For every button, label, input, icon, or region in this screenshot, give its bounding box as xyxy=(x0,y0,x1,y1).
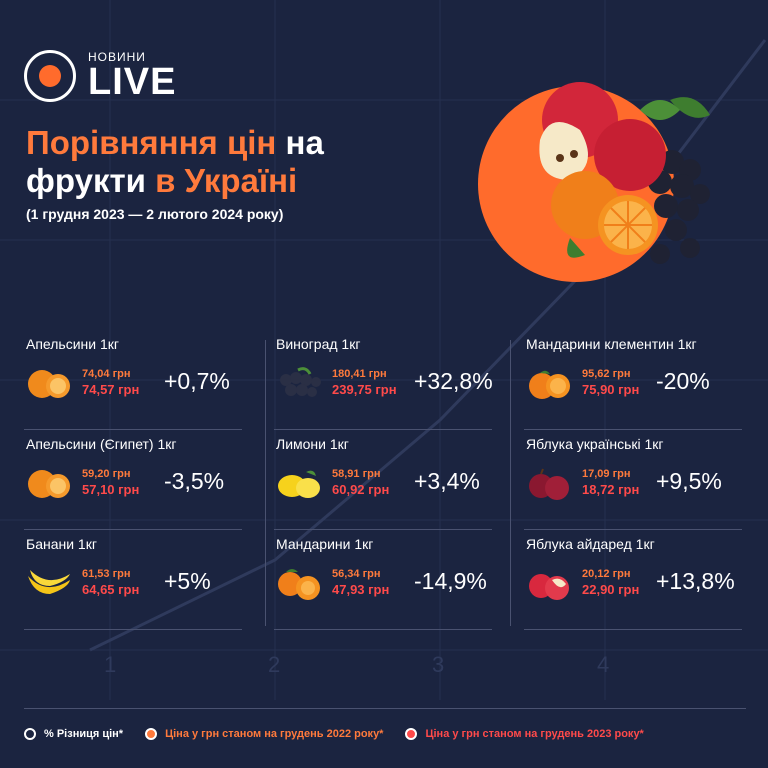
orange-icon xyxy=(28,470,70,498)
red-dot-icon xyxy=(405,728,418,740)
price-2023: 57,10 грн xyxy=(82,482,140,497)
item-name: Лимони 1кг xyxy=(276,436,349,452)
legend-2022: Ціна у грн станом на грудень 2022 року* xyxy=(145,728,383,740)
item-name: Виноград 1кг xyxy=(276,336,361,352)
legend-2023: Ціна у грн станом на грудень 2023 року* xyxy=(405,728,644,740)
price-card-grapes: Виноград 1кг 180,41 грн 239,75 грн +32,8… xyxy=(274,330,493,430)
price-2022: 95,62 грн xyxy=(582,368,631,380)
legend-diff-label: % Різниця цін* xyxy=(44,728,124,740)
price-2023: 64,65 грн xyxy=(82,582,140,597)
logo-ring-icon xyxy=(24,50,76,102)
fruit-basket-icon xyxy=(539,82,710,264)
price-card-apples-ukrainian: Яблука українські 1кг 17,09 грн 18,72 гр… xyxy=(524,430,742,530)
price-2022: 58,91 грн xyxy=(332,468,381,480)
price-2022: 59,20 грн xyxy=(82,468,131,480)
axis-number-3: 3 xyxy=(432,652,444,677)
logo-small-text: НОВИНИ xyxy=(88,50,146,64)
price-change-pct: -3,5% xyxy=(164,468,225,494)
orange-dot-icon xyxy=(145,728,158,740)
page-title: Порівняння цін на фрукти в Україні xyxy=(26,124,446,200)
apple-icon xyxy=(529,468,569,500)
axis-number-2: 2 xyxy=(268,652,280,677)
price-card-tangerines: Мандарини 1кг 56,34 грн 47,93 грн -14,9% xyxy=(274,530,492,630)
price-2022: 74,04 грн xyxy=(82,368,131,380)
axis-number-4: 4 xyxy=(597,652,609,677)
logo-big-text: LIVE xyxy=(88,61,177,103)
grapes-icon xyxy=(280,367,321,397)
price-change-pct: +3,4% xyxy=(414,468,480,494)
price-2023: 74,57 грн xyxy=(82,382,140,397)
axis-number-1: 1 xyxy=(104,652,116,677)
item-name: Яблука айдаред 1кг xyxy=(526,536,655,552)
price-2023: 239,75 грн xyxy=(332,382,397,397)
price-2023: 47,93 грн xyxy=(332,582,390,597)
price-card-apples-idared: Яблука айдаред 1кг 20,12 грн 22,90 грн +… xyxy=(524,530,742,630)
price-card-oranges: Апельсини 1кг 74,04 грн 74,57 грн +0,7% xyxy=(24,330,242,430)
brand-logo: НОВИНИ LIVE xyxy=(24,50,176,102)
footer-divider xyxy=(24,708,746,709)
price-2022: 17,09 грн xyxy=(582,468,631,480)
legend-2023-label: Ціна у грн станом на грудень 2023 року* xyxy=(425,728,644,740)
price-2023: 18,72 грн xyxy=(582,482,640,497)
price-2022: 56,34 грн xyxy=(332,568,381,580)
price-change-pct: +32,8% xyxy=(414,368,493,394)
legend-diff: % Різниця цін* xyxy=(24,728,123,740)
title-part-2: на xyxy=(276,124,324,161)
price-change-pct: +13,8% xyxy=(656,568,735,594)
legend: % Різниця цін* Ціна у грн станом на груд… xyxy=(24,728,666,740)
column-divider xyxy=(265,340,266,626)
item-name: Банани 1кг xyxy=(26,536,97,552)
price-change-pct: +5% xyxy=(164,568,211,594)
orange-icon xyxy=(28,370,70,398)
price-2023: 60,92 грн xyxy=(332,482,390,497)
white-dot-icon xyxy=(24,728,36,740)
item-name: Апельсини (Єгипет) 1кг xyxy=(26,436,177,452)
item-name: Апельсини 1кг xyxy=(26,336,119,352)
page-subtitle: (1 грудня 2023 — 2 лютого 2024 року) xyxy=(26,206,284,222)
title-part-4: в Україні xyxy=(145,162,298,199)
price-2023: 75,90 грн xyxy=(582,382,640,397)
price-card-lemons: Лимони 1кг 58,91 грн 60,92 грн +3,4% xyxy=(274,430,492,530)
price-change-pct: +9,5% xyxy=(656,468,722,494)
column-divider xyxy=(510,340,511,626)
price-change-pct: -14,9% xyxy=(414,568,487,594)
price-card-clementines: Мандарини клементин 1кг 95,62 грн 75,90 … xyxy=(524,330,742,430)
price-change-pct: +0,7% xyxy=(164,368,230,394)
apple-icon xyxy=(529,574,569,600)
price-2022: 20,12 грн xyxy=(582,568,631,580)
price-2023: 22,90 грн xyxy=(582,582,640,597)
title-part-3: фрукти xyxy=(26,162,146,199)
price-2022: 61,53 грн xyxy=(82,568,131,580)
legend-2022-label: Ціна у грн станом на грудень 2022 року* xyxy=(165,728,384,740)
clementine-icon xyxy=(529,370,570,399)
item-name: Мандарини клементин 1кг xyxy=(526,336,697,352)
item-name: Яблука українські 1кг xyxy=(526,436,664,452)
title-part-1: Порівняння цін xyxy=(26,124,277,161)
banana-icon xyxy=(28,570,70,594)
price-change-pct: -20% xyxy=(656,368,710,394)
price-card-oranges-egypt: Апельсини (Єгипет) 1кг 59,20 грн 57,10 г… xyxy=(24,430,242,530)
lemon-icon xyxy=(278,470,320,498)
price-card-bananas: Банани 1кг 61,53 грн 64,65 грн +5% xyxy=(24,530,242,630)
price-2022: 180,41 грн xyxy=(332,368,387,380)
item-name: Мандарини 1кг xyxy=(276,536,374,552)
tangerine-icon xyxy=(278,569,320,600)
